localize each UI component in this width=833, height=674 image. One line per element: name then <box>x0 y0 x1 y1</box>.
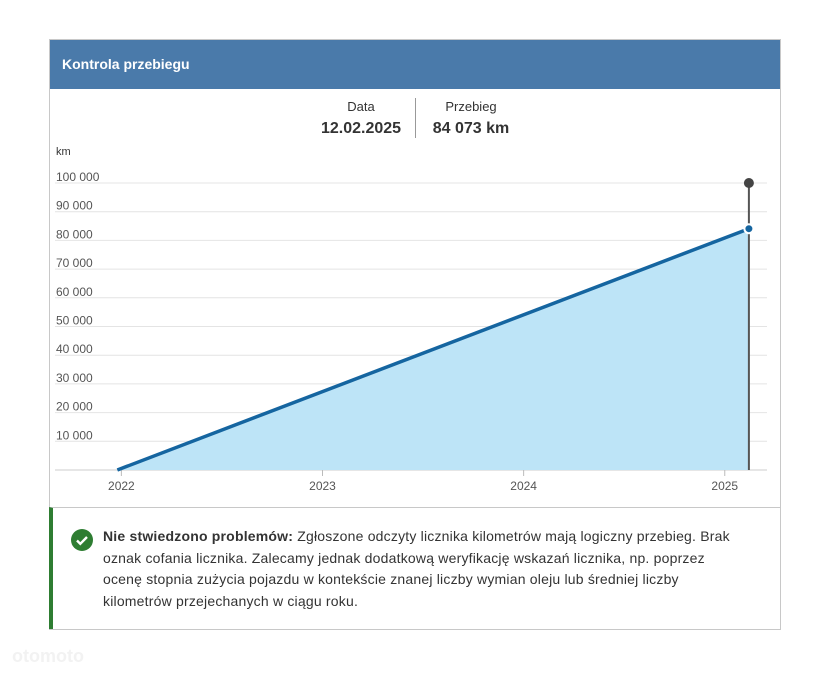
line <box>116 227 750 472</box>
chart: km 10 000 20 000 30 000 40 000 50 000 60 000 70… <box>55 146 767 493</box>
panel-title: Kontrola przebiegu <box>50 40 780 89</box>
y-axis-label: km <box>56 146 71 158</box>
message-body: Zgłoszone odczyty licznika kilometrów ma… <box>103 528 730 610</box>
check-icon <box>71 529 93 551</box>
y-tick-label: 10 000 <box>56 428 93 442</box>
divider <box>415 98 416 138</box>
y-tick-label: 90 000 <box>56 199 93 213</box>
x-tick-label: 2024 <box>510 479 537 493</box>
y-tick-label: 50 000 <box>56 314 93 328</box>
watermark: otomoto <box>12 646 84 666</box>
y-tick-label: 40 000 <box>56 342 93 356</box>
y-tick-label: 70 000 <box>56 256 93 270</box>
date-label: Data <box>347 99 375 114</box>
date-summary: Data 12.02.2025 <box>300 99 422 138</box>
x-tick-label: 2022 <box>108 479 135 493</box>
date-value: 12.02.2025 <box>320 120 402 137</box>
message-box: Nie stwiedzono problemów: Zgłoszone odcz… <box>49 507 781 629</box>
x-tick-label: 2023 <box>309 479 336 493</box>
mileage-summary: Przebieg 84 073 km <box>420 99 522 138</box>
panel: Kontrola przebiegu Data 12.02.2025 Przeb… <box>49 39 781 630</box>
point <box>743 223 755 235</box>
mileage-value: 84 073 km <box>432 120 510 137</box>
mileage-label: Przebieg <box>445 99 497 114</box>
cursor-dot <box>743 178 754 188</box>
y-tick-label: 30 000 <box>56 371 93 385</box>
y-tick-label: 80 000 <box>56 227 93 241</box>
message-text: Nie stwiedzono problemów: Zgłoszone odcz… <box>103 526 743 613</box>
x-tick-label: 2025 <box>711 479 738 493</box>
y-tick-label: 60 000 <box>56 285 93 299</box>
y-tick-label: 100 000 <box>56 170 100 184</box>
message-title: Nie stwiedzono problemów: <box>103 528 294 544</box>
y-tick-label: 20 000 <box>56 400 93 414</box>
